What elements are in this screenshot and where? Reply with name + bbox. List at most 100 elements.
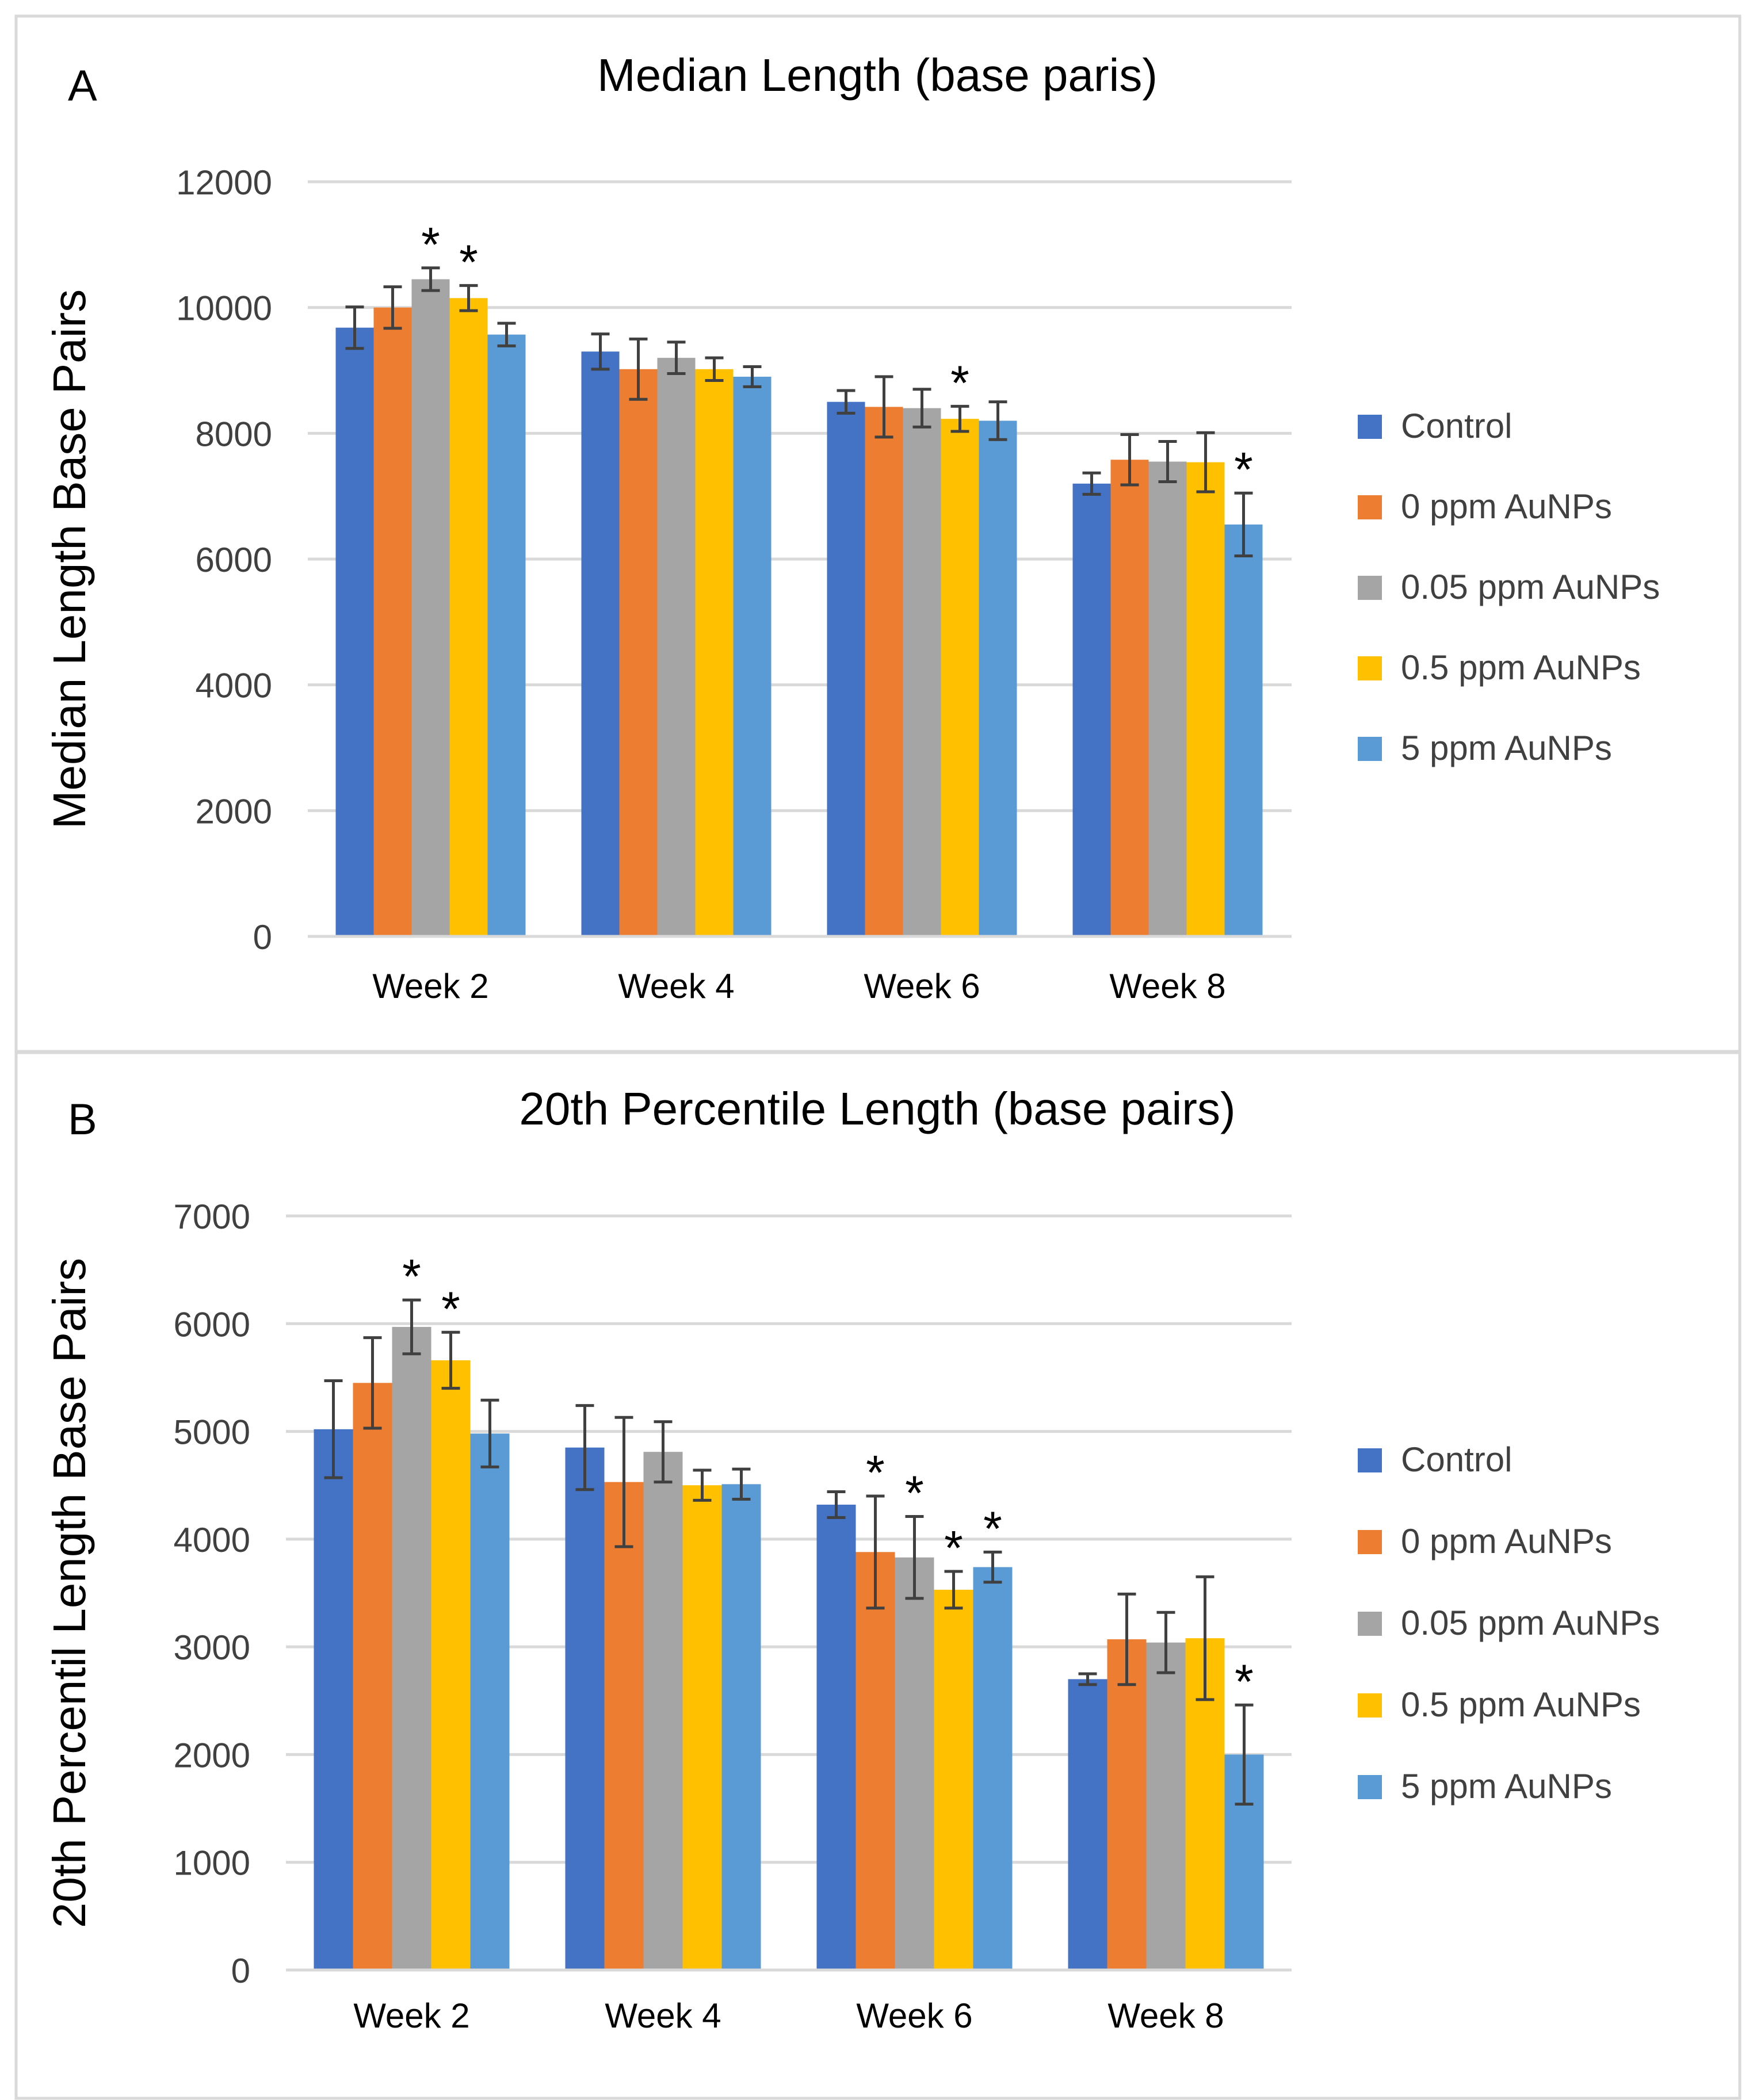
x-tick-label: Week 6 bbox=[864, 967, 980, 1005]
bar-0.5-ppm-aunps-week-6 bbox=[941, 419, 979, 936]
y-tick-label: 6000 bbox=[196, 541, 272, 579]
bar-0.05-ppm-aunps-week-6 bbox=[903, 408, 941, 936]
legend-swatch bbox=[1358, 495, 1382, 519]
bar-control-week-6 bbox=[827, 401, 865, 936]
bar-control-week-8 bbox=[1072, 483, 1111, 936]
bar-5-ppm-aunps-week-4 bbox=[733, 376, 772, 936]
chart-title: Median Length (base paris) bbox=[597, 49, 1158, 101]
x-tick-label: Week 2 bbox=[353, 1996, 469, 2035]
bar-0.05-ppm-aunps-week-2 bbox=[392, 1326, 431, 1970]
bar-0-ppm-aunps-week-4 bbox=[619, 369, 658, 936]
y-axis-label: 20th Percentil Length Base Pairs bbox=[44, 1258, 95, 1928]
panel-label: A bbox=[68, 62, 97, 110]
bar-5-ppm-aunps-week-8 bbox=[1224, 524, 1263, 936]
significance-marker: * bbox=[944, 1521, 963, 1575]
legend-swatch bbox=[1358, 1775, 1382, 1799]
x-tick-label: Week 4 bbox=[605, 1996, 721, 2035]
significance-marker: * bbox=[950, 355, 969, 410]
significance-marker: * bbox=[983, 1501, 1002, 1555]
bar-0.05-ppm-aunps-week-8 bbox=[1148, 461, 1187, 936]
bar-5-ppm-aunps-week-4 bbox=[721, 1484, 761, 1970]
legend-swatch bbox=[1358, 737, 1382, 761]
bar-0-ppm-aunps-week-6 bbox=[856, 1552, 895, 1970]
chart-panel-A: A Median Length (base paris) 0 2000 4000 6000… bbox=[14, 14, 1741, 1053]
bar-0-ppm-aunps-week-6 bbox=[865, 407, 903, 936]
bar-control-week-8 bbox=[1068, 1679, 1107, 1970]
significance-marker: * bbox=[441, 1282, 460, 1336]
panel-label: B bbox=[68, 1095, 97, 1144]
y-tick-label: 1000 bbox=[174, 1844, 250, 1883]
y-tick-label: 7000 bbox=[174, 1198, 250, 1236]
bar-0-ppm-aunps-week-2 bbox=[373, 307, 412, 936]
significance-marker: * bbox=[1234, 442, 1253, 496]
significance-marker: * bbox=[459, 235, 478, 289]
bar-0-ppm-aunps-week-4 bbox=[604, 1482, 644, 1970]
bar-0.5-ppm-aunps-week-2 bbox=[431, 1360, 471, 1970]
bar-control-week-6 bbox=[816, 1504, 856, 1970]
bar-5-ppm-aunps-week-6 bbox=[973, 1567, 1013, 1970]
y-tick-label: 10000 bbox=[176, 289, 272, 328]
bar-control-week-2 bbox=[314, 1429, 353, 1970]
bar-0-ppm-aunps-week-8 bbox=[1107, 1639, 1147, 1970]
legend-swatch bbox=[1358, 415, 1382, 439]
y-tick-label: 2000 bbox=[196, 792, 272, 831]
bar-control-week-2 bbox=[335, 327, 374, 936]
y-tick-label: 0 bbox=[231, 1952, 250, 1990]
significance-marker: * bbox=[1235, 1654, 1254, 1708]
significance-marker: * bbox=[402, 1249, 421, 1303]
x-tick-label: Week 6 bbox=[856, 1996, 972, 2035]
legend-label: 0.05 ppm AuNPs bbox=[1401, 568, 1660, 606]
bar-0-ppm-aunps-week-2 bbox=[353, 1383, 392, 1970]
legend: Control 0 ppm AuNPs 0.05 ppm AuNPs 0.5 ppm … bbox=[1358, 407, 1660, 767]
y-tick-label: 6000 bbox=[174, 1305, 250, 1344]
y-tick-label: 8000 bbox=[196, 415, 272, 453]
bar-0.5-ppm-aunps-week-4 bbox=[682, 1485, 722, 1970]
y-axis-label: Median Length Base Pairs bbox=[44, 289, 95, 829]
x-tick-label: Week 8 bbox=[1109, 967, 1225, 1005]
x-tick-label: Week 2 bbox=[372, 967, 488, 1005]
x-tick-label: Week 4 bbox=[618, 967, 734, 1005]
bar-0.5-ppm-aunps-week-6 bbox=[934, 1589, 973, 1970]
legend-label: 0.5 ppm AuNPs bbox=[1401, 1685, 1641, 1724]
bar-0.05-ppm-aunps-week-4 bbox=[657, 358, 696, 936]
legend-label: 5 ppm AuNPs bbox=[1401, 1767, 1612, 1806]
significance-marker: * bbox=[421, 217, 440, 271]
bar-control-week-4 bbox=[581, 351, 620, 936]
bar-5-ppm-aunps-week-2 bbox=[470, 1433, 510, 1970]
chart-title: 20th Percentile Length (base pairs) bbox=[519, 1083, 1235, 1134]
legend-swatch bbox=[1358, 576, 1382, 600]
y-tick-label: 0 bbox=[253, 918, 272, 957]
x-tick-label: Week 8 bbox=[1107, 1996, 1224, 2035]
bar-0.5-ppm-aunps-week-2 bbox=[449, 298, 488, 937]
y-tick-label: 4000 bbox=[174, 1521, 250, 1559]
bar-0.05-ppm-aunps-week-4 bbox=[643, 1452, 683, 1970]
bar-0.05-ppm-aunps-week-6 bbox=[895, 1557, 934, 1970]
y-tick-label: 4000 bbox=[196, 667, 272, 705]
significance-marker: * bbox=[866, 1445, 885, 1500]
legend-swatch bbox=[1358, 1612, 1382, 1636]
legend-label: 0.5 ppm AuNPs bbox=[1401, 648, 1641, 687]
chart-panel-B: B 20th Percentile Length (base pairs) 0 100… bbox=[14, 1051, 1741, 2100]
bar-5-ppm-aunps-week-2 bbox=[487, 334, 526, 937]
bar-5-ppm-aunps-week-6 bbox=[979, 420, 1017, 936]
legend: Control 0 ppm AuNPs 0.05 ppm AuNPs 0.5 ppm … bbox=[1358, 1440, 1660, 1806]
legend-label: Control bbox=[1401, 407, 1512, 445]
bar-0-ppm-aunps-week-8 bbox=[1110, 460, 1149, 936]
bar-0.05-ppm-aunps-week-2 bbox=[411, 279, 450, 936]
y-tick-label: 2000 bbox=[174, 1736, 250, 1774]
legend-label: 0 ppm AuNPs bbox=[1401, 1522, 1612, 1560]
y-tick-label: 12000 bbox=[176, 163, 272, 202]
bar-control-week-4 bbox=[565, 1447, 605, 1970]
legend-label: 0.05 ppm AuNPs bbox=[1401, 1604, 1660, 1642]
legend-swatch bbox=[1358, 1448, 1382, 1472]
legend-label: 0 ppm AuNPs bbox=[1401, 487, 1612, 526]
significance-marker: * bbox=[905, 1466, 924, 1520]
bar-0.5-ppm-aunps-week-8 bbox=[1186, 462, 1225, 936]
y-tick-label: 5000 bbox=[174, 1413, 250, 1452]
legend-swatch bbox=[1358, 1530, 1382, 1554]
legend-label: Control bbox=[1401, 1440, 1512, 1479]
legend-swatch bbox=[1358, 656, 1382, 680]
y-tick-label: 3000 bbox=[174, 1628, 250, 1667]
legend-swatch bbox=[1358, 1693, 1382, 1718]
